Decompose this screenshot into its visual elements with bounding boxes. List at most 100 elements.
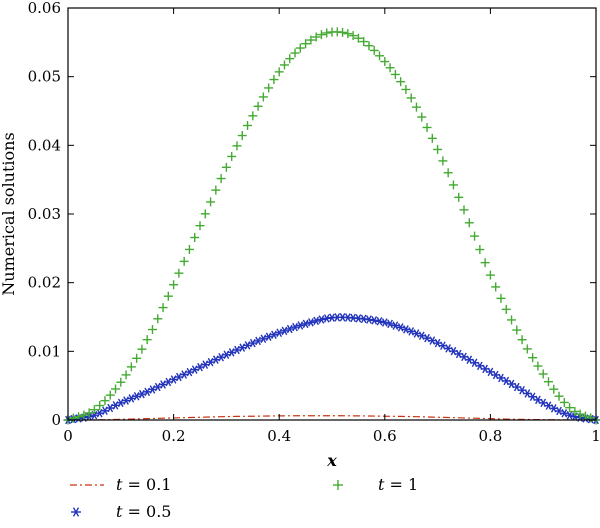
data-point [417,112,427,122]
data-point [454,192,464,202]
data-point [311,316,321,326]
ast-d [302,319,309,329]
ast-d [561,409,568,418]
data-point [491,282,501,292]
data-point [475,245,485,255]
ast-d [461,352,467,362]
data-point [68,413,78,423]
legend-item-3: t = 1 [333,475,418,494]
legend-label: t = 0.5 [116,502,171,521]
data-point [433,144,443,154]
data-point [264,83,274,93]
ast-d [455,349,462,359]
data-point [385,63,395,73]
data-point [364,41,374,51]
ast-d [408,327,415,336]
data-point [142,335,152,345]
data-point [169,280,179,290]
data-point [163,291,173,301]
data-point [512,325,522,335]
plot-frame [67,7,597,421]
ast-d [540,398,547,408]
legend-variable: t [116,475,123,494]
data-point [480,258,490,268]
ast-d [492,370,499,380]
ast-d [308,318,314,327]
y-tick-label: 0.03 [28,205,61,223]
legend-item-1: t = 0.1 [70,475,171,494]
data-point [316,315,326,324]
data-point [200,209,210,219]
data-point [216,174,226,184]
ast-d [381,318,388,327]
data-point [237,131,247,141]
ast-d [466,355,473,365]
data-point [459,205,469,215]
ast-d [281,326,288,336]
ast-d [318,315,325,324]
x-tick-label: 0.8 [478,427,502,445]
data-point [586,413,596,423]
ast-d [440,341,446,350]
y-tick-label: 0.06 [28,0,61,17]
data-point [390,321,400,330]
ast-d [387,319,393,329]
data-point [517,335,527,345]
ast-d [323,314,330,323]
ast-d [566,410,573,420]
data-point [448,180,458,190]
data-point [401,84,411,94]
y-tick-label: 0.02 [28,274,61,292]
ast-d [334,313,341,322]
ast-d [471,358,478,368]
legend-asterisk-swatch [71,507,81,517]
data-point [147,325,157,335]
ast-d [376,317,383,326]
data-point [496,293,506,303]
data-point [95,401,105,411]
ast-d [503,376,510,386]
data-point [179,256,189,266]
series-layer [63,27,600,425]
data-point [353,33,363,43]
series-line [67,415,597,421]
data-point [137,344,147,354]
data-point [390,69,400,79]
data-point [105,390,115,400]
ast-d [524,389,531,398]
data-point [243,121,253,131]
ast-d [392,321,399,330]
series-2 [63,313,600,425]
legend-item-2: t = 0.5 [71,502,171,521]
legend-variable: t [116,502,123,521]
ast-d [72,507,80,517]
data-point [174,268,184,278]
data-point [559,397,569,407]
x-axis-label: x [326,451,337,470]
data-point [322,314,332,323]
data-point [232,141,242,151]
data-point [364,315,374,324]
data-point [385,319,395,329]
data-point [195,221,205,231]
data-point [190,233,200,243]
data-point [111,384,121,394]
data-point [279,326,289,336]
data-point [306,35,316,45]
ast-d [292,322,298,332]
ast-d [360,314,367,324]
data-point [211,185,221,195]
x-tick-label: 0.6 [373,427,397,445]
data-point [279,60,289,70]
data-point [380,318,390,327]
data-point [580,411,590,421]
data-point [507,315,517,325]
ast-d [498,373,504,383]
data-point [316,30,326,40]
data-point [84,408,94,418]
data-point [359,37,369,47]
data-point [369,45,379,55]
y-axis-label: Numerical solutions [0,132,18,295]
data-point [79,410,89,420]
data-point [206,197,216,207]
